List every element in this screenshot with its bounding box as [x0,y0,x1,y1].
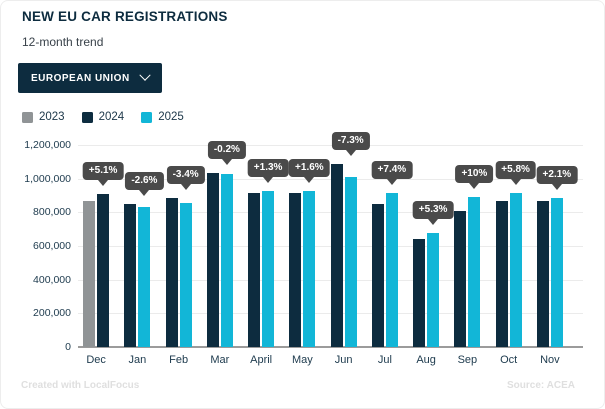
x-axis-tick-label: Oct [500,354,518,366]
y-axis-tick-label: 1,200,000 [24,139,71,151]
x-axis-tick-label: May [291,354,313,366]
x-axis-tick-label: Jul [377,354,392,366]
legend-item-2025: 2025 [141,111,184,123]
legend-swatch-2024 [81,111,93,123]
change-badge: +5.1% [82,162,124,180]
y-axis-tick-label: 1,000,000 [24,173,71,185]
legend-swatch-2023 [22,111,33,123]
y-axis-tick-label: 600,000 [33,240,71,252]
change-badge: +5.3% [412,201,454,219]
badge-pointer [304,177,315,183]
badge-pointer [469,183,480,189]
change-badge: -3.4% [166,166,205,184]
x-axis-tick-label: Nov [540,354,560,366]
bar-nov-2025[interactable] [550,198,563,347]
bar-feb-2025[interactable] [179,203,192,347]
source-text: Source: ACEA [507,380,575,391]
bar-sep-2025[interactable] [468,197,481,347]
change-badge: +1.6% [289,159,330,177]
bar-sep-2024[interactable] [454,211,467,347]
bar-aug-2025[interactable] [427,233,440,347]
legend-item-2024: 2024 [81,111,125,123]
change-badge: -0.2% [207,141,246,159]
x-axis-tick-label: April [250,354,273,366]
page-title: NEW EU CAR REGISTRATIONS [22,9,228,24]
badge-pointer [345,150,356,156]
legend-swatch-2025 [141,111,153,123]
x-axis-tick-label: Mar [210,354,230,366]
bar-oct-2024[interactable] [495,201,508,347]
gridline [78,145,583,146]
bar-dec-2024[interactable] [97,194,110,347]
x-axis-tick-label: Jun [334,354,353,366]
legend-label: 2023 [39,111,65,123]
change-badge: -2.6% [125,172,164,190]
bar-jan-2025[interactable] [138,207,151,347]
x-axis-tick-label: Sep [457,354,478,366]
legend-label: 2024 [98,111,125,123]
region-dropdown[interactable]: EUROPEAN UNION [18,63,162,93]
badge-pointer [428,219,439,225]
bar-mar-2024[interactable] [206,173,219,347]
bar-jun-2024[interactable] [330,164,343,347]
badge-pointer [263,177,274,183]
bar-dec-2023[interactable] [83,201,96,347]
gridline [78,246,583,247]
bar-may-2024[interactable] [289,193,302,347]
y-axis-tick-label: 800,000 [33,206,71,218]
credit-text: Created with LocalFocus [21,380,140,391]
x-axis-tick-label: Feb [169,354,189,366]
badge-pointer [510,179,521,185]
x-axis-tick-label: Jan [128,354,147,366]
change-badge: +7.4% [371,161,413,179]
bar-nov-2024[interactable] [536,201,549,347]
x-axis-tick-label: Aug [416,354,436,366]
badge-pointer [139,190,150,196]
bar-jul-2024[interactable] [371,204,384,347]
chart-legend: 2023 2024 2025 [22,111,184,123]
x-axis-tick-label: Dec [86,354,106,366]
region-dropdown-label: EUROPEAN UNION [31,72,130,84]
change-badge: +10% [455,165,494,183]
bar-jul-2025[interactable] [385,193,398,347]
change-badge: +2.1% [536,166,578,184]
bar-jun-2025[interactable] [344,177,357,347]
bar-may-2025[interactable] [303,191,316,347]
chart-subtitle: 12-month trend [22,35,104,49]
badge-pointer [221,159,232,165]
gridline [78,280,583,281]
change-badge: +1.3% [247,159,289,177]
bar-feb-2024[interactable] [165,198,178,347]
bar-jan-2024[interactable] [124,204,137,347]
x-axis-line [78,346,583,348]
badge-pointer [386,179,397,185]
gridline [78,212,583,213]
legend-label: 2025 [158,111,184,123]
gridline [78,313,583,314]
bar-aug-2024[interactable] [413,239,426,347]
bar-april-2024[interactable] [248,193,261,347]
gridline [78,179,583,180]
y-axis-tick-label: 400,000 [33,274,71,286]
change-badge: -7.3% [331,132,370,150]
y-axis-tick-label: 0 [65,341,71,353]
bar-mar-2025[interactable] [220,174,233,347]
badge-pointer [180,184,191,190]
bar-april-2025[interactable] [262,191,275,347]
bar-oct-2025[interactable] [509,193,522,347]
change-badge: +5.8% [495,161,536,179]
badge-pointer [98,180,109,186]
y-axis-tick-label: 200,000 [33,307,71,319]
legend-item-2023: 2023 [22,111,65,123]
badge-pointer [551,184,562,190]
